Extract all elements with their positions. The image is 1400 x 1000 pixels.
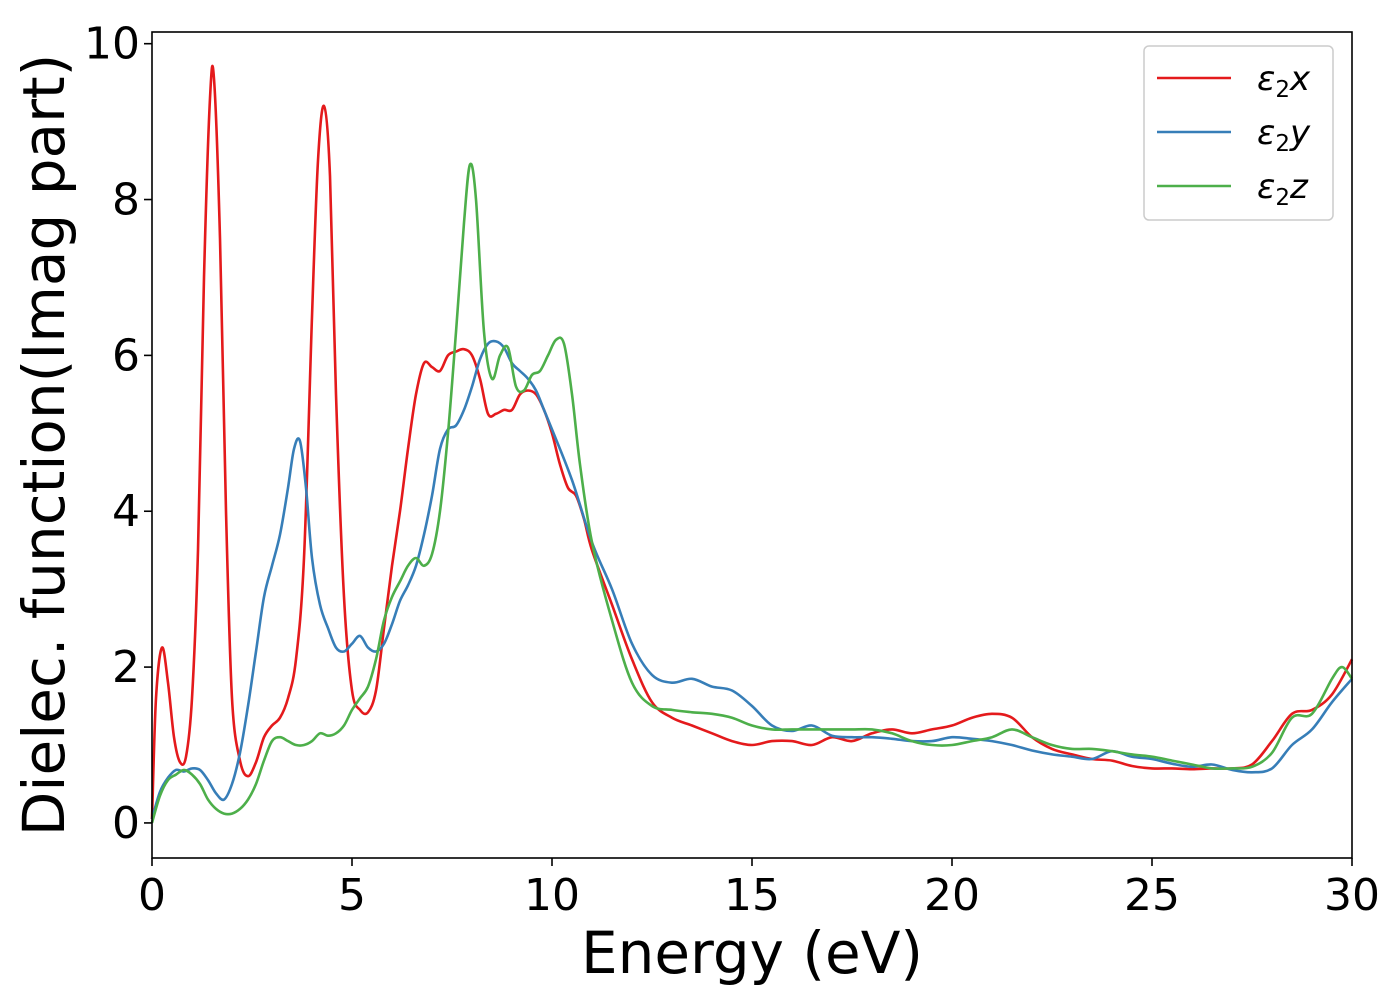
y-axis-ticks: 0 2 4 6 8 10 <box>84 19 152 849</box>
legend-frame <box>1143 45 1334 221</box>
x-tick-label: 10 <box>524 870 580 921</box>
legend-label-z: ε2z <box>1257 167 1309 211</box>
x-axis-ticks: 0 5 10 15 20 25 30 <box>138 858 1380 921</box>
series-layer <box>150 64 1354 824</box>
y-axis-label: Dielec. function(Imag part) <box>10 54 78 837</box>
legend-label-x: ε2x <box>1257 59 1311 103</box>
y-tick-label: 2 <box>112 642 140 693</box>
x-axis-label: Energy (eV) <box>581 919 923 987</box>
x-tick-label: 30 <box>1324 870 1380 921</box>
x-tick-label: 20 <box>924 870 980 921</box>
y-tick-label: 10 <box>84 19 140 70</box>
legend: ε2x ε2y ε2z <box>1143 45 1334 221</box>
x-tick-label: 5 <box>338 870 366 921</box>
series-line-x <box>150 64 1354 820</box>
y-tick-label: 8 <box>112 175 140 226</box>
y-tick-label: 4 <box>112 486 140 537</box>
x-tick-label: 25 <box>1124 870 1180 921</box>
legend-label-y: ε2y <box>1257 113 1311 157</box>
series-line-y <box>150 339 1353 820</box>
y-tick-label: 6 <box>112 330 140 381</box>
y-tick-label: 0 <box>112 798 140 849</box>
series-line-z <box>150 162 1354 824</box>
x-tick-label: 0 <box>138 870 166 921</box>
x-tick-label: 15 <box>724 870 780 921</box>
